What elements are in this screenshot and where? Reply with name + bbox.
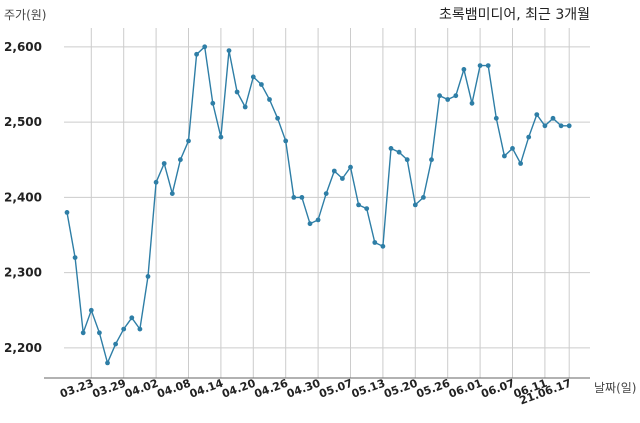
price-point [121, 326, 127, 332]
price-point [275, 115, 280, 121]
y-tick-label: 2,500 [4, 115, 42, 129]
price-point [445, 97, 451, 102]
price-point [542, 123, 548, 129]
price-point [129, 315, 135, 321]
y-tick-label: 2,200 [4, 341, 42, 355]
price-point [202, 44, 208, 50]
price-point [493, 115, 499, 121]
price-point [178, 157, 183, 163]
price-point [485, 63, 491, 68]
axis-layer: 2,2002,3002,4002,5002,60003.2303.2904.02… [4, 40, 590, 407]
price-point [250, 74, 256, 80]
price-point [242, 104, 248, 110]
price-point [145, 274, 151, 279]
price-point [307, 221, 313, 227]
series-layer [64, 44, 572, 366]
price-point [510, 146, 515, 151]
price-point [234, 89, 240, 95]
price-point [412, 202, 418, 208]
price-point [315, 217, 321, 223]
price-point [113, 341, 118, 347]
price-point [550, 115, 556, 121]
price-point [502, 153, 507, 159]
price-point [186, 138, 191, 144]
price-point [461, 67, 467, 72]
price-point [323, 191, 329, 197]
price-point [291, 195, 297, 200]
price-point [429, 157, 434, 163]
price-point [453, 93, 459, 99]
price-point [421, 195, 426, 200]
price-point [437, 93, 442, 99]
price-point [477, 63, 483, 68]
price-point [218, 134, 224, 140]
grid-layer [64, 28, 590, 378]
price-point [534, 112, 540, 117]
price-point [283, 138, 289, 144]
price-point [340, 176, 345, 181]
price-point [64, 210, 70, 215]
x-axis-label: 날짜(일) [594, 381, 636, 395]
chart-title: 초록뱀미디어, 최근 3개월 [439, 7, 590, 23]
price-point [558, 123, 564, 129]
price-point [169, 191, 175, 197]
y-tick-label: 2,400 [4, 190, 42, 204]
price-point [226, 48, 232, 53]
price-point [97, 330, 102, 336]
price-point [331, 168, 337, 174]
price-point [566, 123, 572, 129]
price-point [404, 157, 410, 163]
price-point [161, 161, 167, 166]
price-point [137, 326, 143, 332]
price-point [267, 97, 272, 102]
price-point [526, 134, 532, 140]
price-point [72, 255, 78, 260]
y-tick-label: 2,600 [4, 40, 42, 54]
price-point [469, 100, 475, 106]
y-tick-label: 2,300 [4, 266, 42, 280]
price-point [380, 243, 386, 249]
price-point [356, 202, 361, 208]
price-point [88, 307, 94, 313]
price-point [518, 161, 523, 166]
price-point [210, 100, 216, 106]
price-point [372, 240, 378, 245]
price-point [388, 146, 394, 151]
price-point [80, 330, 86, 336]
price-point [299, 195, 305, 200]
price-point [396, 149, 402, 155]
price-point [153, 179, 159, 185]
y-axis-label: 주가(원) [4, 8, 46, 22]
price-point [259, 82, 264, 87]
price-point [348, 164, 353, 170]
price-point [105, 360, 110, 366]
price-point [194, 51, 200, 57]
price-point [364, 206, 370, 212]
